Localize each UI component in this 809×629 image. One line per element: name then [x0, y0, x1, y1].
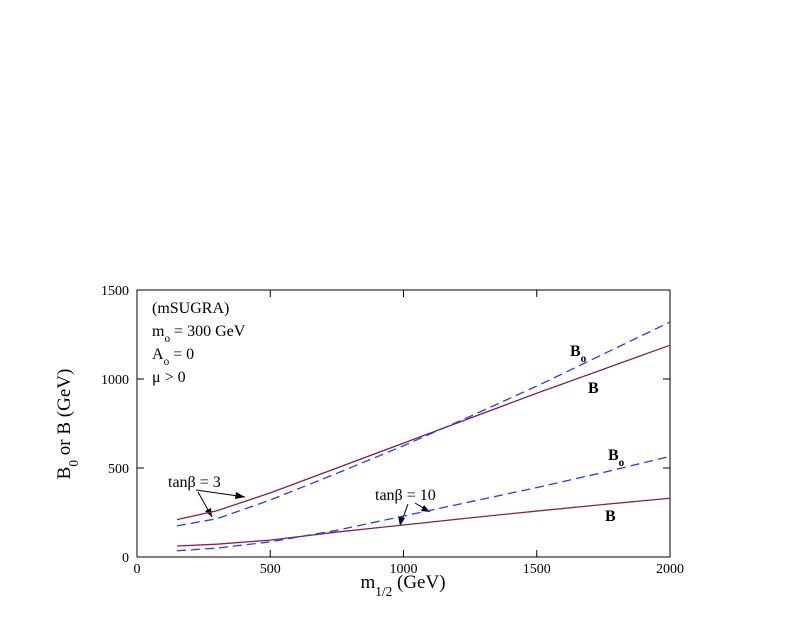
data-line: [176, 344, 671, 521]
annotation: Bo: [570, 343, 587, 365]
x-tick-label: 0: [134, 562, 141, 577]
text-part: B: [588, 380, 599, 397]
text-part: m: [152, 323, 165, 340]
annotation: (mSUGRA): [152, 300, 229, 317]
text-part: B: [605, 508, 616, 525]
data-line: [176, 455, 671, 552]
text-part: B: [608, 447, 619, 464]
annotation: tanβ = 10: [375, 487, 436, 504]
text-part: o: [164, 356, 170, 368]
text-part: tanβ = 10: [375, 487, 436, 504]
text-part: or B (GeV): [54, 369, 75, 460]
annotation: B: [605, 508, 616, 525]
text-part: o: [164, 333, 170, 345]
annotation: B: [588, 380, 599, 397]
y-tick-label: 0: [122, 551, 129, 566]
text-part: (GeV): [392, 572, 445, 593]
x-axis-title: m1/2 (GeV): [360, 572, 445, 599]
x-tick-label: 1500: [523, 562, 551, 577]
x-tick-label: 500: [260, 562, 281, 577]
text-part: μ > 0: [152, 369, 186, 386]
text-part: tanβ = 3: [168, 474, 221, 491]
annotation: Ao = 0: [152, 346, 194, 368]
arrowhead: [235, 492, 245, 499]
text-part: B: [54, 467, 75, 480]
x-tick-label: 1000: [390, 562, 418, 577]
data-line: [176, 497, 671, 547]
text-part: (mSUGRA): [152, 300, 229, 317]
text-part: o: [619, 457, 625, 469]
annotation: tanβ = 3: [168, 474, 221, 491]
arrowhead: [398, 516, 405, 526]
data-line: [176, 321, 671, 527]
text-part: = 0: [169, 346, 194, 363]
y-tick-label: 1000: [101, 373, 129, 388]
text-part: = 300 GeV: [170, 323, 246, 340]
x-tick-label: 2000: [656, 562, 684, 577]
y-axis-title: B0 or B (GeV): [54, 369, 81, 480]
y-tick-label: 1500: [101, 284, 129, 299]
text-part: m: [360, 572, 375, 593]
y-tick-label: 500: [108, 462, 129, 477]
text-part: 1/2: [375, 584, 392, 599]
text-part: A: [152, 346, 164, 363]
text-part: 0: [66, 460, 81, 467]
annotation: μ > 0: [152, 369, 186, 386]
annotation: mo = 300 GeV: [152, 323, 246, 345]
text-part: B: [570, 343, 581, 360]
annotation: Bo: [608, 447, 625, 469]
text-part: o: [581, 353, 587, 365]
